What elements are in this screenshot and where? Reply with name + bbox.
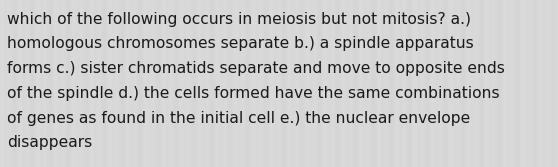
Text: homologous chromosomes separate b.) a spindle apparatus: homologous chromosomes separate b.) a sp… <box>7 36 474 51</box>
Text: forms c.) sister chromatids separate and move to opposite ends: forms c.) sister chromatids separate and… <box>7 61 505 76</box>
Text: of the spindle d.) the cells formed have the same combinations: of the spindle d.) the cells formed have… <box>7 86 500 101</box>
Text: of genes as found in the initial cell e.) the nuclear envelope: of genes as found in the initial cell e.… <box>7 111 470 126</box>
Text: which of the following occurs in meiosis but not mitosis? a.): which of the following occurs in meiosis… <box>7 12 472 27</box>
Text: disappears: disappears <box>7 135 93 150</box>
